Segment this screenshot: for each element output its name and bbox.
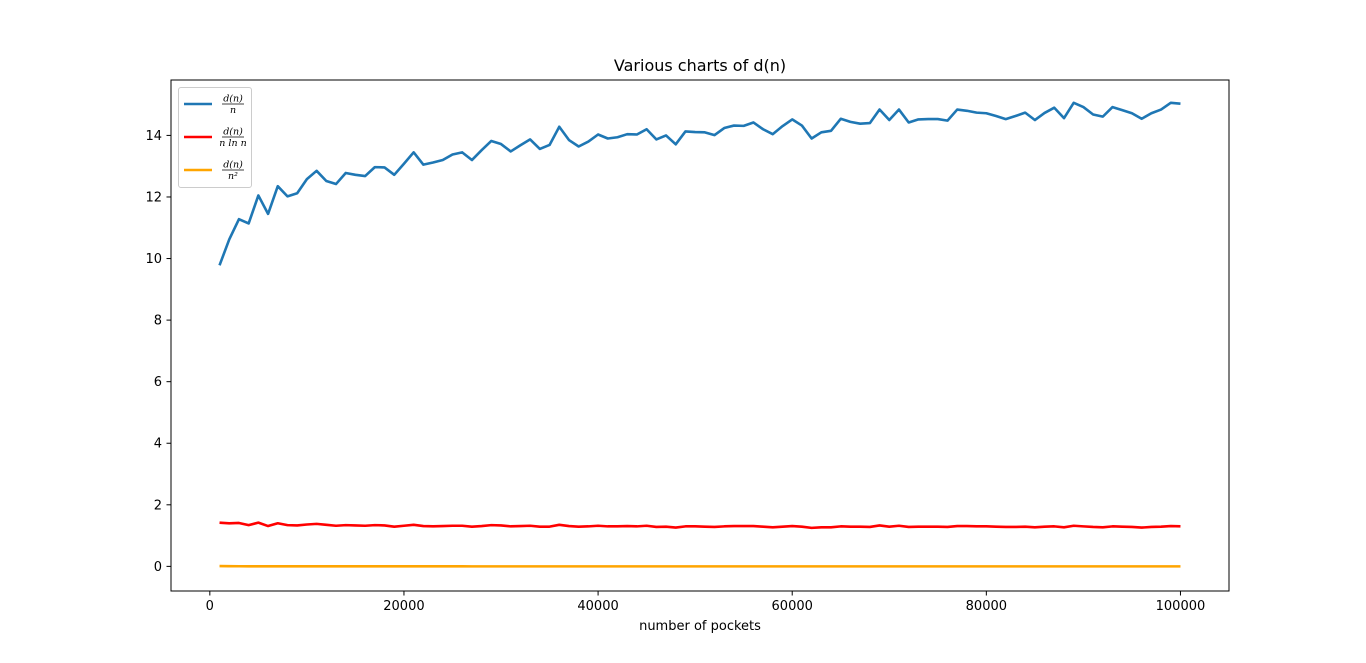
y-tick-label: 6 — [154, 375, 162, 390]
legend-entry-1: d(n)n — [184, 94, 244, 116]
x-tick-label: 60000 — [772, 599, 813, 614]
x-tick-label: 100000 — [1156, 599, 1206, 614]
x-tick-label: 20000 — [383, 599, 424, 614]
y-axis: 0 2 4 6 8 10 12 14 — [145, 129, 171, 575]
chart-title: Various charts of d(n) — [614, 56, 786, 75]
plot-area — [218, 101, 1181, 568]
y-tick-label: 14 — [145, 129, 162, 144]
x-tick-label: 40000 — [577, 599, 618, 614]
x-tick-label: 0 — [206, 599, 214, 614]
legend-denominator: n² — [228, 171, 238, 182]
legend-denominator: n — [230, 105, 236, 116]
y-tick-label: 12 — [145, 190, 162, 205]
legend-denominator: n ln n — [219, 138, 246, 149]
y-tick-label: 8 — [154, 314, 162, 329]
y-tick-label: 0 — [154, 560, 162, 575]
y-tick-label: 4 — [154, 437, 162, 452]
plot-frame — [170, 79, 1230, 592]
x-tick-label: 80000 — [966, 599, 1007, 614]
y-tick-label: 2 — [154, 498, 162, 513]
y-tick-label: 10 — [145, 252, 162, 267]
legend-numerator: d(n) — [223, 160, 243, 171]
legend: d(n)nd(n)n ln nd(n)n² — [178, 87, 252, 188]
legend-box — [178, 87, 252, 188]
series-line-2 — [219, 521, 1181, 530]
legend-numerator: d(n) — [223, 94, 243, 105]
series-line-1 — [218, 101, 1181, 266]
x-axis-label: number of pockets — [639, 619, 761, 634]
legend-entry-3: d(n)n² — [184, 160, 244, 182]
x-axis: 0 20000 40000 60000 80000 100000 — [206, 591, 1206, 614]
legend-numerator: d(n) — [223, 127, 243, 138]
legend-entry-2: d(n)n ln n — [184, 127, 247, 149]
